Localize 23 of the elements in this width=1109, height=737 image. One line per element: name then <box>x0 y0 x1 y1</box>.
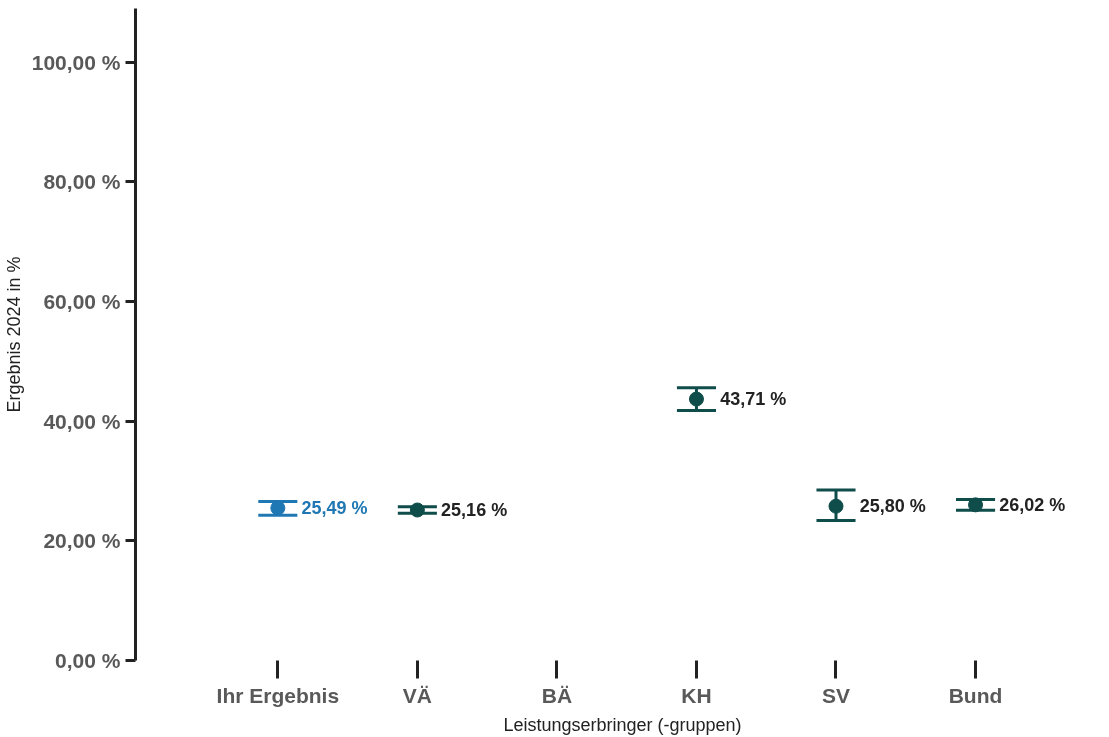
y-tick-label: 40,00 % <box>43 409 121 433</box>
point <box>409 502 425 518</box>
x-axis-title: Leistungserbringer (-gruppen) <box>503 714 742 735</box>
y-tick-label: 20,00 % <box>43 529 121 553</box>
data-label: 43,71 % <box>720 389 787 410</box>
data-label: 25,80 % <box>859 496 926 517</box>
y-tick-label: 0,00 % <box>55 649 121 672</box>
x-tick-label: Ihr Ergebnis <box>216 683 340 707</box>
x-tick-label: KH <box>681 683 712 707</box>
y-tick-label: 60,00 % <box>43 290 121 314</box>
point <box>828 498 844 514</box>
y-axis-title: Ergebnis 2024 in % <box>3 256 24 413</box>
data-label: 26,02 % <box>999 494 1066 515</box>
x-tick-label: BÄ <box>541 683 573 707</box>
point <box>968 497 984 513</box>
x-tick-label: SV <box>821 683 851 707</box>
data-label: 25,16 % <box>441 500 508 520</box>
y-tick-label: 100,00 % <box>31 50 121 74</box>
point <box>688 391 704 407</box>
x-tick-label: Bund <box>948 683 1003 707</box>
y-tick-label: 80,00 % <box>43 170 121 194</box>
data-label: 25,49 % <box>301 498 368 519</box>
x-tick-label: VÄ <box>402 683 432 707</box>
